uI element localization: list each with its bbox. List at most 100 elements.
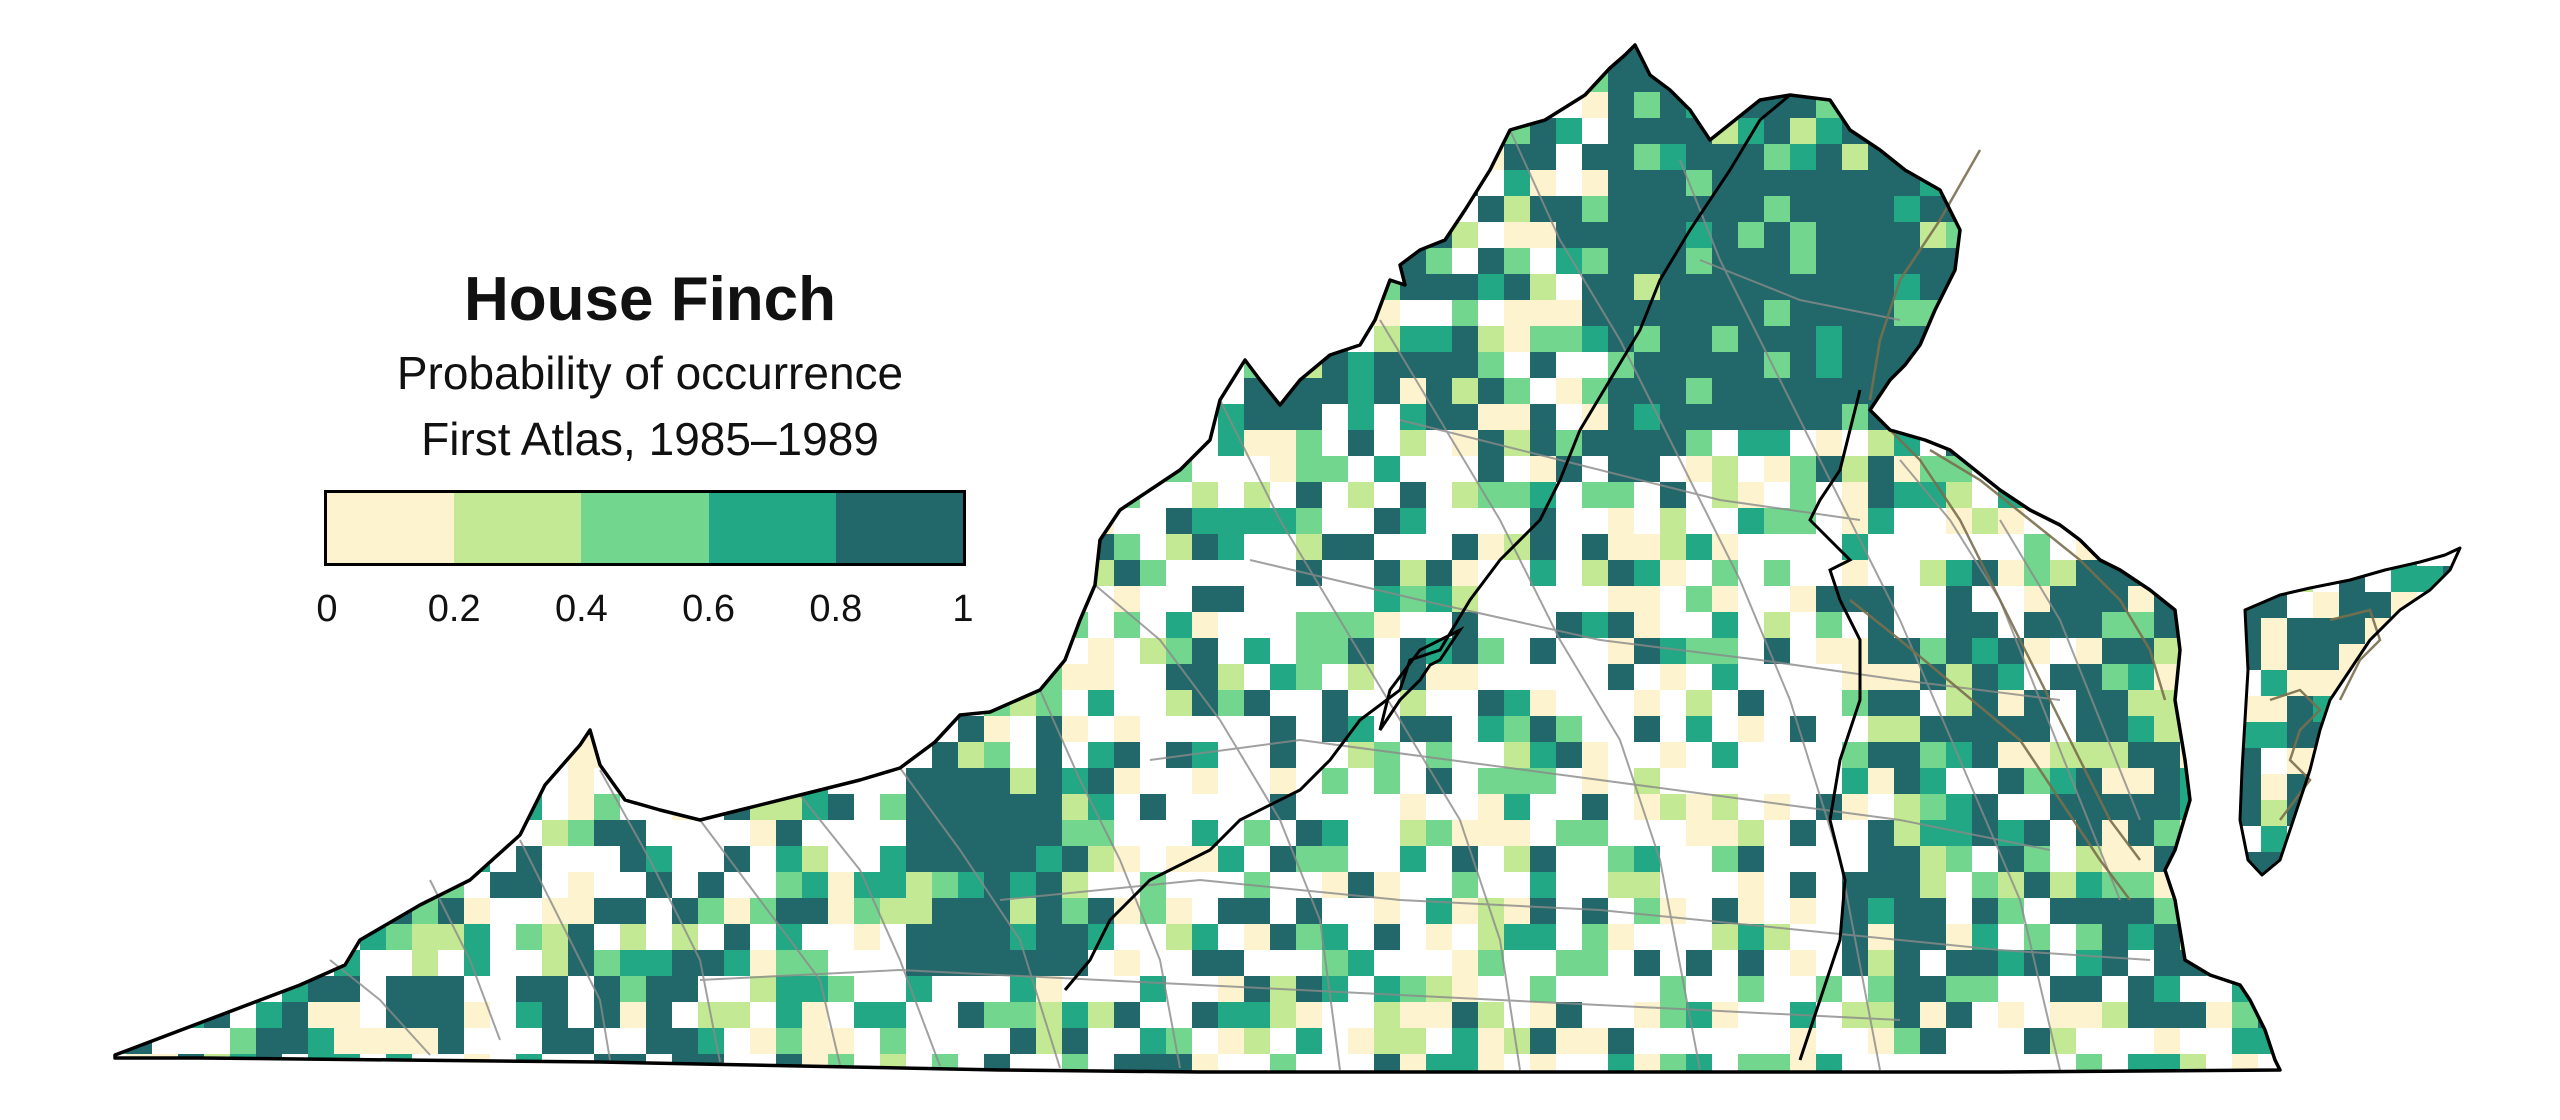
occurrence-cell	[984, 664, 1010, 690]
occurrence-cell	[2128, 976, 2154, 1002]
occurrence-cell	[620, 66, 646, 92]
occurrence-cell	[958, 768, 984, 794]
occurrence-cell	[542, 92, 568, 118]
occurrence-cell	[1270, 326, 1296, 352]
occurrence-cell	[334, 716, 360, 742]
occurrence-cell	[698, 742, 724, 768]
occurrence-cell	[1660, 196, 1686, 222]
occurrence-cell	[958, 196, 984, 222]
occurrence-cell	[256, 872, 282, 898]
occurrence-cell	[1374, 924, 1400, 950]
occurrence-cell	[1192, 248, 1218, 274]
occurrence-cell	[776, 976, 802, 1002]
occurrence-cell	[776, 1002, 802, 1028]
occurrence-cell	[932, 92, 958, 118]
occurrence-cell	[386, 144, 412, 170]
occurrence-cell	[750, 664, 776, 690]
occurrence-cell	[1036, 456, 1062, 482]
occurrence-cell	[620, 924, 646, 950]
occurrence-cell	[2365, 644, 2391, 670]
occurrence-cell	[1010, 1028, 1036, 1054]
occurrence-cell	[1660, 560, 1686, 586]
occurrence-cell	[1556, 118, 1582, 144]
occurrence-cell	[2339, 774, 2365, 800]
occurrence-cell	[2391, 618, 2417, 644]
occurrence-cell	[1608, 404, 1634, 430]
occurrence-cell	[516, 196, 542, 222]
occurrence-cell	[1140, 248, 1166, 274]
occurrence-cell	[1140, 45, 1166, 66]
occurrence-cell	[802, 898, 828, 924]
occurrence-cell	[802, 66, 828, 92]
occurrence-cell	[594, 144, 620, 170]
occurrence-cell	[1504, 196, 1530, 222]
occurrence-cell	[620, 846, 646, 872]
occurrence-cell	[2365, 852, 2391, 875]
occurrence-cell	[1192, 222, 1218, 248]
occurrence-cell	[1608, 430, 1634, 456]
occurrence-cell	[672, 950, 698, 976]
occurrence-cell	[2024, 274, 2050, 300]
occurrence-cell	[1530, 638, 1556, 664]
occurrence-cell	[1114, 560, 1140, 586]
occurrence-cell	[115, 222, 126, 248]
occurrence-cell	[2128, 742, 2154, 768]
occurrence-cell	[204, 144, 230, 170]
occurrence-cell	[1088, 560, 1114, 586]
occurrence-cell	[1842, 950, 1868, 976]
occurrence-cell	[1738, 248, 1764, 274]
occurrence-cell	[152, 66, 178, 92]
occurrence-cell	[282, 508, 308, 534]
occurrence-cell	[698, 66, 724, 92]
occurrence-cell	[1244, 508, 1270, 534]
occurrence-cell	[1296, 898, 1322, 924]
occurrence-cell	[1348, 378, 1374, 404]
occurrence-cell	[1400, 794, 1426, 820]
occurrence-cell	[1608, 274, 1634, 300]
occurrence-cell	[386, 638, 412, 664]
occurrence-cell	[1270, 768, 1296, 794]
occurrence-cell	[984, 742, 1010, 768]
occurrence-cell	[1088, 690, 1114, 716]
occurrence-cell	[646, 950, 672, 976]
occurrence-cell	[115, 820, 126, 846]
occurrence-cell	[2076, 1054, 2102, 1072]
occurrence-cell	[1894, 92, 1920, 118]
occurrence-cell	[1920, 118, 1946, 144]
occurrence-cell	[1868, 456, 1894, 482]
occurrence-cell	[2024, 716, 2050, 742]
occurrence-cell	[412, 144, 438, 170]
occurrence-cell	[698, 222, 724, 248]
occurrence-cell	[2050, 1002, 2076, 1028]
occurrence-cell	[2154, 456, 2180, 482]
occurrence-cell	[1088, 794, 1114, 820]
occurrence-cell	[2261, 774, 2287, 800]
occurrence-cell	[464, 144, 490, 170]
occurrence-cell	[282, 222, 308, 248]
occurrence-cell	[880, 170, 906, 196]
occurrence-cell	[1010, 144, 1036, 170]
occurrence-cell	[984, 820, 1010, 846]
occurrence-cell	[2339, 548, 2365, 566]
occurrence-cell	[1894, 1028, 1920, 1054]
occurrence-cell	[1712, 638, 1738, 664]
occurrence-cell	[1738, 378, 1764, 404]
occurrence-cell	[2102, 820, 2128, 846]
occurrence-cell	[412, 794, 438, 820]
occurrence-cell	[1738, 196, 1764, 222]
occurrence-cell	[1088, 768, 1114, 794]
occurrence-cell	[1790, 482, 1816, 508]
occurrence-cell	[2154, 508, 2180, 534]
occurrence-cell	[1946, 742, 1972, 768]
occurrence-cell	[2284, 118, 2310, 144]
occurrence-cell	[1764, 66, 1790, 92]
occurrence-cell	[464, 664, 490, 690]
occurrence-cell	[2232, 118, 2258, 144]
occurrence-cell	[2287, 878, 2313, 904]
occurrence-cell	[1114, 534, 1140, 560]
occurrence-cell	[1764, 118, 1790, 144]
occurrence-cell	[1764, 638, 1790, 664]
occurrence-cell	[1530, 222, 1556, 248]
occurrence-cell	[750, 976, 776, 1002]
occurrence-cell	[1478, 768, 1504, 794]
